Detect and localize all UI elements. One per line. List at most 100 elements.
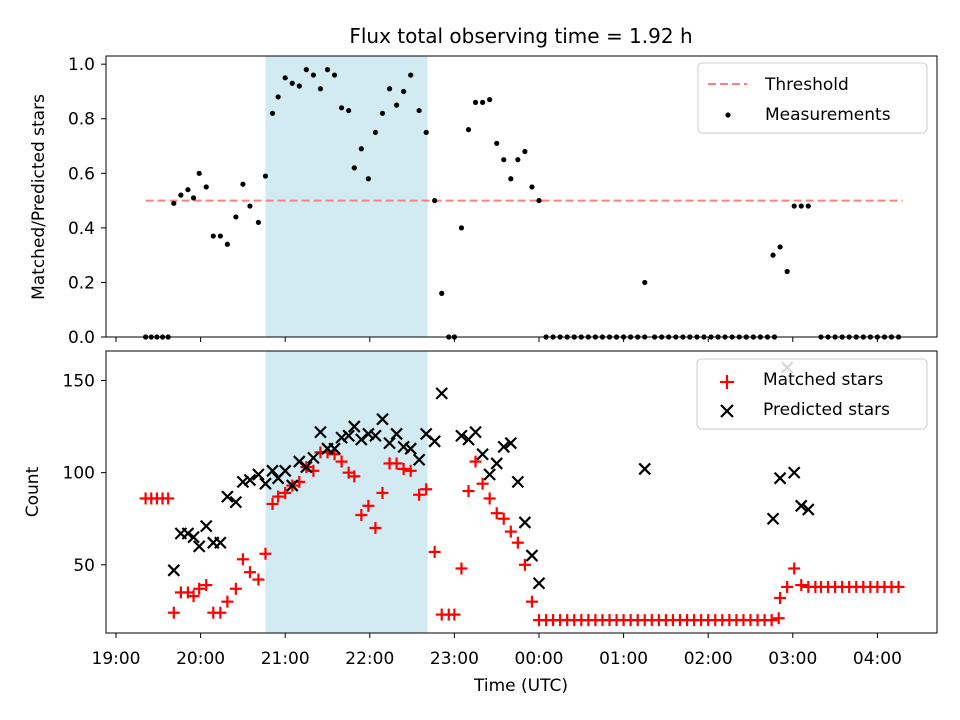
y-tick-label: 100 bbox=[63, 464, 95, 484]
measurement-point bbox=[393, 102, 400, 108]
predicted-point bbox=[362, 427, 375, 441]
matched-point bbox=[462, 485, 475, 498]
measurement-point bbox=[247, 203, 253, 209]
matched-point bbox=[279, 486, 292, 499]
y-tick-label: 0.4 bbox=[68, 219, 95, 239]
predicted-point bbox=[181, 527, 195, 540]
count-frame bbox=[105, 350, 938, 634]
measurement-point bbox=[310, 72, 316, 78]
legend-measurements-swatch bbox=[725, 112, 731, 118]
predicted-point bbox=[383, 436, 396, 450]
measurement-point bbox=[196, 170, 202, 176]
matched-point bbox=[455, 562, 468, 575]
ratio-y-axis: 0.0 0.2 0.4 0.6 0.8 1.0 bbox=[68, 55, 106, 348]
predicted-point bbox=[229, 495, 243, 509]
matched-point bbox=[420, 483, 433, 496]
measurement-point bbox=[401, 88, 407, 95]
matched-point bbox=[162, 492, 175, 505]
matched-point bbox=[259, 547, 272, 560]
predicted-point bbox=[428, 435, 441, 448]
measurement-point bbox=[296, 83, 302, 89]
x-tick-label: 20:00 bbox=[176, 649, 225, 669]
matched-point bbox=[376, 486, 389, 499]
measurement-point bbox=[210, 233, 216, 239]
measurement-point bbox=[324, 67, 331, 73]
matched-point bbox=[892, 580, 905, 593]
measurement-point bbox=[339, 105, 345, 111]
x-tick-label: 04:00 bbox=[853, 649, 902, 669]
matched-point bbox=[221, 595, 234, 608]
measurement-point bbox=[269, 110, 276, 116]
matched-point bbox=[229, 582, 242, 595]
matched-point bbox=[355, 509, 368, 522]
matched-point bbox=[483, 492, 496, 505]
measurement-point bbox=[171, 200, 177, 206]
predicted-point bbox=[794, 499, 808, 513]
measurement-point bbox=[365, 176, 371, 182]
measurement-point bbox=[423, 129, 429, 135]
ratio-frame bbox=[105, 55, 938, 338]
predicted-point bbox=[348, 420, 361, 433]
predicted-point bbox=[335, 431, 348, 444]
measurement-point bbox=[346, 107, 352, 114]
measurement-point bbox=[386, 86, 393, 92]
measurement-point bbox=[432, 197, 438, 204]
matched-point bbox=[369, 521, 382, 534]
ratio-panel: 0.0 0.2 0.4 0.6 0.8 1.0 Matched/Predicted sta… bbox=[29, 55, 938, 348]
matched-point bbox=[525, 595, 538, 608]
count-x-axis: 19:00 20:00 21:00 22:00 23:00 00:00 01:00 02:00… bbox=[92, 633, 902, 669]
predicted-point bbox=[497, 440, 511, 454]
matched-point bbox=[518, 558, 531, 571]
measurement-point bbox=[289, 80, 295, 86]
matched-point bbox=[413, 488, 426, 501]
measurement-point bbox=[351, 165, 357, 171]
predicted-point bbox=[307, 451, 320, 465]
y-tick-label: 1.0 bbox=[68, 55, 95, 75]
matched-point bbox=[167, 606, 180, 619]
measurement-point bbox=[317, 86, 324, 92]
predicted-point bbox=[802, 503, 815, 516]
legend-threshold-label: Threshold bbox=[764, 75, 849, 95]
ratio-x-ticks bbox=[115, 337, 878, 342]
matched-point bbox=[397, 462, 410, 475]
matched-point bbox=[266, 497, 279, 510]
measurement-point bbox=[487, 97, 493, 103]
measurement-point bbox=[233, 214, 239, 220]
predicted-point bbox=[278, 464, 292, 478]
predicted-point bbox=[376, 412, 389, 426]
measurement-point bbox=[770, 252, 776, 258]
count-y-label: Count bbox=[23, 466, 43, 517]
measurement-point bbox=[536, 197, 542, 204]
measurement-point bbox=[331, 72, 338, 78]
matched-point bbox=[511, 536, 524, 549]
predicted-point bbox=[328, 442, 341, 455]
predicted-point bbox=[252, 468, 265, 481]
measurement-point bbox=[439, 290, 445, 296]
predicted-point bbox=[342, 429, 355, 443]
matched-point bbox=[187, 590, 200, 603]
predicted-point bbox=[525, 549, 539, 562]
predicted-points bbox=[167, 361, 815, 590]
predicted-point bbox=[766, 512, 780, 526]
measurement-point bbox=[262, 173, 269, 179]
y-tick-label: 50 bbox=[73, 556, 95, 576]
measurement-point bbox=[805, 203, 811, 209]
matched-point bbox=[390, 457, 403, 470]
predicted-point bbox=[638, 462, 652, 476]
matched-point bbox=[193, 582, 206, 595]
measurement-point bbox=[501, 157, 507, 163]
measurement-point bbox=[480, 99, 486, 105]
measurement-point bbox=[798, 203, 804, 209]
ratio-y-label: Matched/Predicted stars bbox=[29, 94, 49, 300]
matched-point bbox=[348, 470, 361, 483]
matched-points bbox=[139, 446, 905, 627]
measurement-point bbox=[224, 241, 230, 247]
legend-predicted-label: Predicted stars bbox=[763, 400, 890, 420]
predicted-point bbox=[285, 479, 299, 492]
matched-point bbox=[469, 455, 482, 468]
predicted-point bbox=[314, 425, 327, 439]
measurement-point bbox=[791, 203, 797, 209]
measurement-point bbox=[185, 187, 191, 193]
x-axis-label: Time (UTC) bbox=[473, 676, 568, 696]
